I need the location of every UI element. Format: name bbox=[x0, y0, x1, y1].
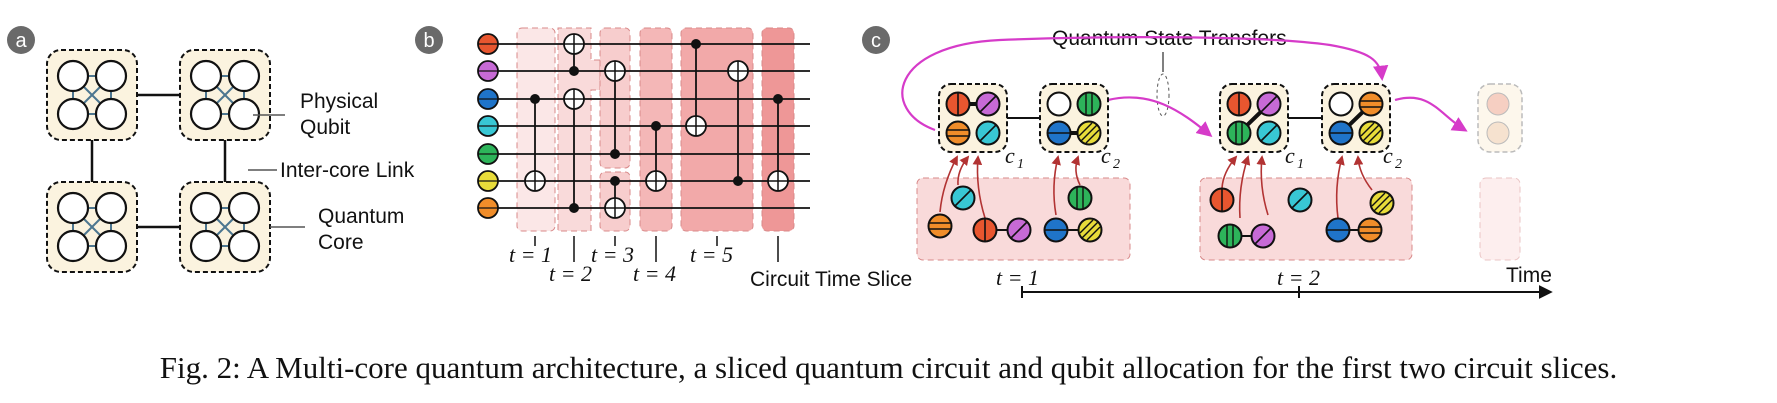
core-label-c1: c bbox=[1005, 143, 1015, 168]
physical-qubit bbox=[94, 229, 128, 263]
core-label-c2: c bbox=[1101, 143, 1111, 168]
allocation-arrow bbox=[957, 155, 970, 186]
cnot-control bbox=[610, 176, 620, 186]
cnot-control bbox=[569, 66, 579, 76]
label-quantum: Quantum bbox=[318, 205, 404, 228]
label-t5: t = 5 bbox=[690, 242, 733, 267]
allocated-qubit bbox=[1358, 91, 1384, 117]
allocated-qubit bbox=[945, 120, 971, 146]
panel-c-badge-label: c bbox=[871, 30, 881, 52]
transfer-arrow-right bbox=[1394, 96, 1468, 132]
physical-qubit bbox=[227, 59, 261, 93]
physical-qubit bbox=[227, 191, 261, 225]
cnot-control bbox=[651, 121, 661, 131]
allocated-qubit bbox=[1046, 91, 1072, 117]
time-label-t1: t = 1 bbox=[996, 265, 1039, 290]
label-t4: t = 4 bbox=[633, 261, 676, 286]
cnot-control bbox=[569, 203, 579, 213]
panel-c-pool-qubits bbox=[927, 155, 1395, 249]
label-intercore-link: Inter-core Link bbox=[280, 159, 415, 182]
transfer-arrow-top bbox=[901, 36, 1389, 132]
panel-c-cores bbox=[938, 83, 1523, 153]
label-state-transfers: Quantum State Transfers bbox=[1052, 27, 1287, 50]
label-circuit-time-slice: Circuit Time Slice bbox=[750, 268, 912, 291]
panel-a: a Physical Qubit Inter-core Link Quantum… bbox=[7, 26, 415, 273]
allocation-arrow bbox=[972, 155, 986, 219]
allocated-qubit bbox=[1226, 120, 1252, 146]
slice-2 bbox=[557, 27, 601, 232]
label-core: Core bbox=[318, 231, 364, 254]
allocation-arrow bbox=[1051, 155, 1061, 216]
physical-qubit bbox=[56, 97, 90, 131]
allocated-qubit bbox=[1076, 91, 1102, 117]
physical-qubit bbox=[227, 229, 261, 263]
cnot-control bbox=[773, 94, 783, 104]
core-label-c2-t2: c bbox=[1383, 143, 1393, 168]
core-label-c1-sub: 1 bbox=[1017, 157, 1024, 172]
physical-qubit bbox=[189, 191, 223, 225]
physical-qubit bbox=[56, 229, 90, 263]
label-qubit: Qubit bbox=[300, 116, 350, 139]
allocation-arrow bbox=[1353, 155, 1373, 191]
transfer-highlight bbox=[1156, 73, 1170, 117]
transfer-arrow-mid bbox=[1107, 96, 1213, 137]
quantum-core bbox=[46, 181, 138, 273]
physical-qubit bbox=[56, 191, 90, 225]
figure-canvas: a Physical Qubit Inter-core Link Quantum… bbox=[7, 26, 1553, 299]
quantum-core bbox=[46, 49, 138, 141]
allocation-arrow bbox=[1238, 155, 1251, 219]
cnot-control bbox=[691, 39, 701, 49]
circuit-gates bbox=[524, 33, 789, 219]
label-t2: t = 2 bbox=[549, 261, 592, 286]
allocation-arrow bbox=[1221, 155, 1238, 189]
allocation-arrow bbox=[1335, 155, 1345, 219]
faded-qubit bbox=[1486, 92, 1510, 116]
panel-b-badge bbox=[415, 26, 443, 54]
allocation-arrow bbox=[1070, 155, 1081, 186]
panel-c-badge bbox=[862, 26, 890, 54]
qubit-pool-faded bbox=[1479, 177, 1521, 261]
panel-a-badge-label: a bbox=[15, 30, 27, 52]
physical-qubit bbox=[189, 59, 223, 93]
panel-c: c Quantum State Transfers c 1 c 2 c 1 c … bbox=[862, 26, 1553, 299]
slice-1 bbox=[516, 27, 556, 232]
figure-caption: Fig. 2: A Multi-core quantum architectur… bbox=[159, 350, 1618, 385]
label-t1: t = 1 bbox=[509, 242, 552, 267]
panel-b-badge-label: b bbox=[423, 30, 434, 52]
physical-qubit bbox=[94, 59, 128, 93]
cnot-control bbox=[610, 149, 620, 159]
core-label-c2-t2-sub: 2 bbox=[1395, 157, 1402, 172]
physical-qubit bbox=[94, 191, 128, 225]
allocation-arrow bbox=[1256, 155, 1269, 216]
panel-b: b t = 1 t = 2 t = 3 t = 4 t = 5 Circuit … bbox=[415, 26, 912, 291]
circuit-wires bbox=[477, 33, 810, 219]
pool-qubit bbox=[1217, 223, 1243, 249]
faded-qubit bbox=[1486, 121, 1510, 145]
time-axis-label: Time bbox=[1506, 264, 1552, 287]
core-label-c2-sub: 2 bbox=[1113, 157, 1120, 172]
allocation-arrow bbox=[939, 155, 958, 213]
panel-a-badge bbox=[7, 26, 35, 54]
core-label-c1-t2: c bbox=[1285, 143, 1295, 168]
allocated-qubit bbox=[1328, 91, 1354, 117]
pool-qubit bbox=[927, 213, 953, 239]
label-t3: t = 3 bbox=[591, 242, 634, 267]
pool-qubit bbox=[1357, 217, 1383, 243]
quantum-core bbox=[179, 181, 271, 273]
time-label-t2: t = 2 bbox=[1277, 265, 1320, 290]
cnot-control bbox=[530, 94, 540, 104]
cnot-control bbox=[733, 176, 743, 186]
physical-qubit bbox=[56, 59, 90, 93]
physical-qubit bbox=[189, 97, 223, 131]
label-physical: Physical bbox=[300, 90, 378, 113]
core-label-c1-t2-sub: 1 bbox=[1297, 157, 1304, 172]
physical-qubit bbox=[227, 97, 261, 131]
pool-qubit bbox=[1067, 185, 1093, 211]
physical-qubit bbox=[94, 97, 128, 131]
physical-qubit bbox=[189, 229, 223, 263]
quantum-core bbox=[179, 49, 271, 141]
